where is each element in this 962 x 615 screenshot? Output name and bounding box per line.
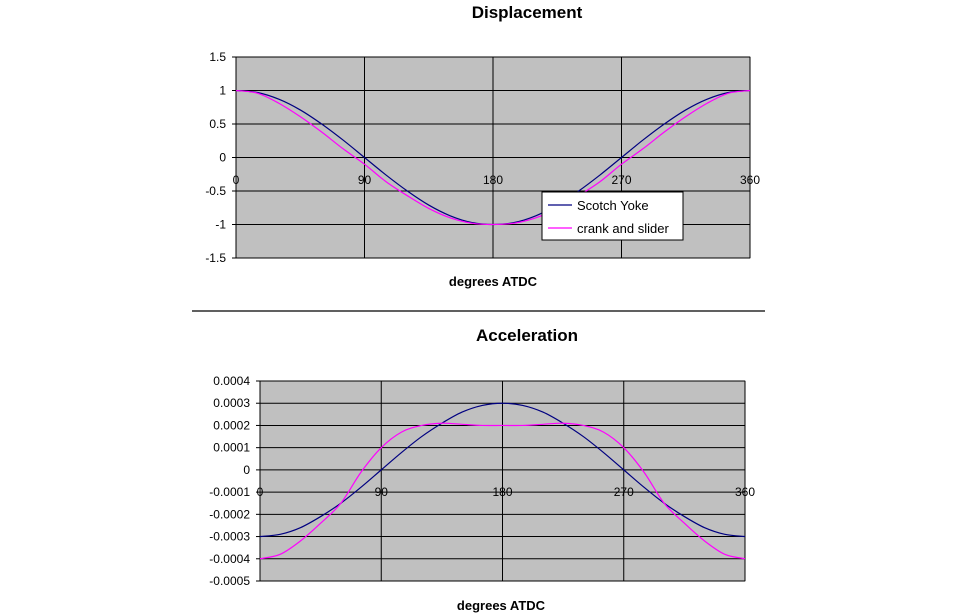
y-tick-label: 0.0001 (213, 441, 250, 455)
legend-entry-label: crank and slider (577, 221, 669, 236)
y-tick-label: -0.0002 (209, 507, 250, 521)
y-tick-label: 0.0003 (213, 396, 250, 410)
y-tick-label: -0.5 (205, 184, 226, 198)
x-tick-label: 90 (358, 173, 372, 187)
crank-and-slider-series-line (259, 422, 746, 560)
displacement-chart: 1.510.50-0.5-1-1.5090180270360Scotch Yok… (205, 50, 760, 265)
y-tick-label: 0 (243, 463, 250, 477)
y-tick-label: 0.0004 (213, 374, 250, 388)
y-tick-label: 1 (219, 84, 226, 98)
displacement-chart-title: Displacement (472, 3, 583, 22)
acceleration-chart-title: Acceleration (476, 326, 578, 345)
acceleration-chart: 0.0004 0.0003 0.0002 0.0001 0 -0.0001 -0.0002 -… (209, 374, 755, 588)
y-tick-label: 0.5 (209, 117, 226, 131)
x-tick-label: 360 (735, 485, 755, 499)
legend: Scotch Yoke crank and slider (541, 191, 684, 241)
y-tick-label: -0.0005 (209, 574, 250, 588)
x-tick-label: 180 (483, 173, 503, 187)
crank-and-slider-series-line (235, 89, 751, 226)
y-tick-label: 0 (219, 151, 226, 165)
y-tick-label: -0.0004 (209, 552, 250, 566)
x-tick-label: 90 (375, 485, 389, 499)
y-tick-label: -1 (215, 218, 226, 232)
x-tick-label: 270 (614, 485, 634, 499)
y-tick-label: 0.0002 (213, 418, 250, 432)
y-tick-label: -1.5 (205, 251, 226, 265)
y-tick-label: -0.0003 (209, 530, 250, 544)
y-tick-label: -0.0001 (209, 485, 250, 499)
legend-entry-label: Scotch Yoke (577, 198, 649, 213)
legend-box (541, 191, 684, 241)
displacement-x-axis-label: degrees ATDC (449, 274, 538, 289)
acceleration-x-axis-label: degrees ATDC (457, 598, 546, 613)
x-tick-label: 180 (492, 485, 512, 499)
x-tick-label: 270 (611, 173, 631, 187)
y-tick-label: 1.5 (209, 50, 226, 64)
x-tick-label: 360 (740, 173, 760, 187)
